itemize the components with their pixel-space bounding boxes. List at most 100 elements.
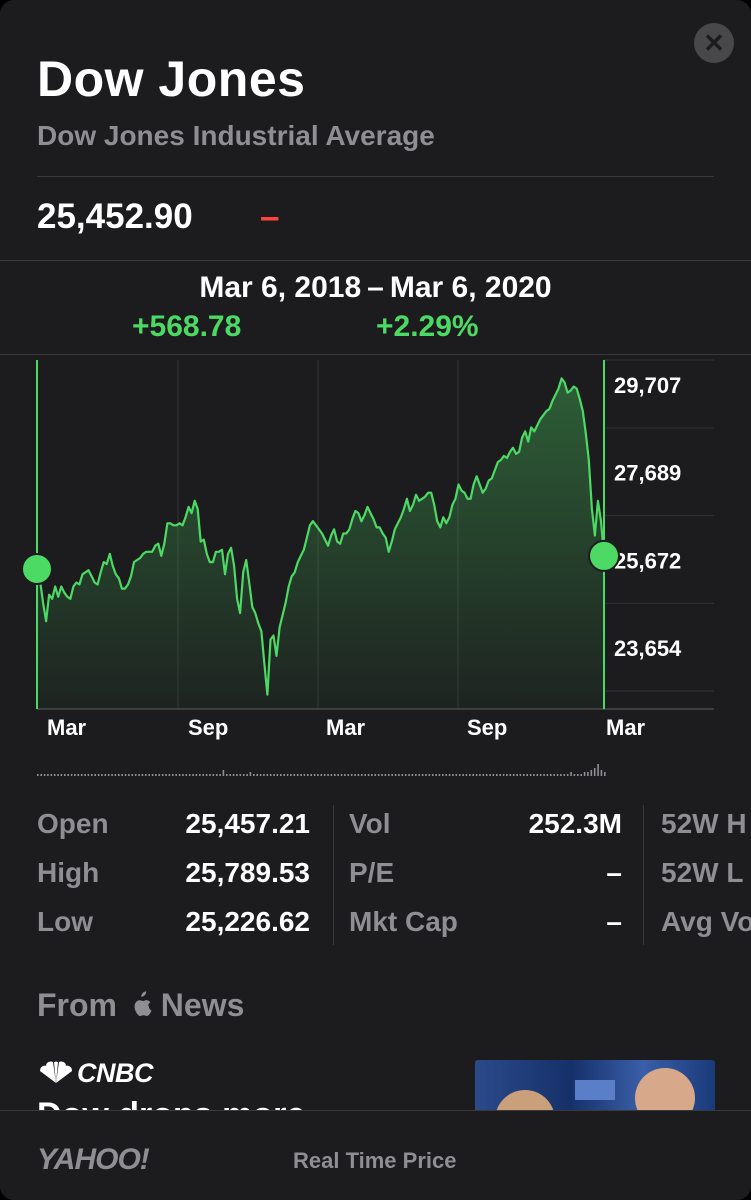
points-change: +568.78	[132, 310, 242, 343]
range-end: Mar 6, 2020	[389, 271, 552, 304]
price-type-label: Real Time Price	[293, 1148, 457, 1173]
stat-value-vol: 252.3M	[528, 808, 622, 839]
volume-bar	[242, 774, 245, 776]
footer	[0, 1110, 751, 1200]
volume-bar	[232, 774, 235, 776]
volume-bar	[411, 774, 414, 776]
volume-bar	[425, 774, 427, 776]
volume-bar	[523, 774, 525, 776]
range-start-handle[interactable]	[21, 553, 53, 585]
price-area-fill	[37, 378, 604, 709]
volume-bar	[276, 774, 279, 776]
stat-label-high: High	[37, 857, 100, 888]
volume-bar	[84, 774, 86, 776]
volume-bar	[236, 774, 238, 776]
volume-bar	[550, 774, 552, 776]
stat-label-avg-vol: Avg Vo	[661, 906, 751, 937]
volume-bar	[489, 774, 491, 776]
volume-bar	[313, 774, 316, 776]
volume-bar	[185, 774, 188, 776]
volume-bar	[168, 774, 171, 776]
volume-bar	[57, 774, 59, 776]
volume-bar	[485, 774, 488, 776]
volume-bar	[104, 774, 107, 776]
volume-bar	[377, 774, 380, 776]
close-button[interactable]: ✕	[694, 23, 734, 63]
volume-bar	[50, 774, 53, 776]
volume-bar	[303, 774, 306, 776]
volume-bar	[526, 774, 528, 776]
range-start: Mar 6, 2018	[199, 271, 362, 304]
volume-bar	[134, 774, 137, 776]
stat-value-pe: –	[606, 857, 622, 888]
volume-bar	[344, 774, 346, 776]
volume-bar	[74, 774, 76, 776]
news-heading-prefix: From	[37, 987, 117, 1023]
volume-bar	[458, 774, 461, 776]
y-tick-label: 23,654	[614, 636, 682, 661]
volume-bar	[202, 774, 204, 776]
volume-bar	[239, 774, 242, 776]
volume-bar	[479, 774, 481, 776]
volume-bar	[330, 774, 333, 776]
volume-bar	[317, 774, 319, 776]
volume-bar	[418, 774, 420, 776]
volume-bar	[141, 774, 144, 776]
volume-bar	[114, 774, 117, 776]
volume-bar	[570, 772, 572, 776]
volume-bar	[475, 774, 478, 776]
volume-bar	[199, 774, 201, 776]
volume-bar	[600, 770, 603, 776]
apple-icon	[134, 991, 152, 1017]
volume-bar	[583, 772, 586, 776]
volume-bar	[229, 774, 231, 776]
volume-bar	[70, 774, 73, 776]
price-chart[interactable]: 29,707 27,689 25,672 23,654 Mar Sep Mar Sep Mar	[0, 355, 751, 785]
volume-bar	[209, 774, 211, 776]
volume-bar	[448, 774, 451, 776]
volume-bar	[509, 774, 512, 776]
volume-bar	[536, 774, 539, 776]
chart-area-layer	[35, 377, 606, 709]
price-line	[35, 377, 606, 696]
volume-bar	[421, 774, 424, 776]
volume-bar	[249, 772, 252, 776]
close-icon: ✕	[703, 28, 725, 58]
volume-bar	[121, 774, 123, 776]
volume-bar	[563, 774, 566, 776]
stat-label-52w-low: 52W L	[661, 857, 744, 888]
y-tick-label: 25,672	[614, 548, 681, 573]
data-provider-logo[interactable]: YAHOO!	[37, 1143, 150, 1176]
volume-bar	[259, 774, 262, 776]
volume-bar	[172, 774, 174, 776]
volume-bar	[415, 774, 417, 776]
volume-bar	[327, 774, 329, 776]
volume-bar	[77, 774, 80, 776]
stats-divider	[333, 805, 334, 945]
y-tick-label: 27,689	[614, 461, 681, 486]
volume-bar	[435, 774, 437, 776]
volume-bar	[590, 770, 593, 776]
volume-bar	[604, 772, 606, 776]
page-subtitle: Dow Jones Industrial Average	[37, 120, 435, 151]
volume-bar	[118, 774, 120, 776]
volume-bar	[158, 774, 161, 776]
range-markers[interactable]	[21, 360, 620, 709]
volume-bar	[347, 774, 350, 776]
range-end-handle[interactable]	[588, 539, 620, 572]
y-axis: 29,707 27,689 25,672 23,654	[604, 373, 714, 692]
volume-bar	[354, 774, 356, 776]
volume-bar	[40, 774, 42, 776]
volume-bar	[496, 774, 498, 776]
volume-bar	[482, 774, 485, 776]
x-axis: Mar Sep Mar Sep Mar	[47, 715, 646, 740]
stat-value-low: 25,226.62	[185, 906, 310, 937]
volume-bar	[286, 774, 289, 776]
volume-bar	[374, 774, 377, 776]
volume-bar	[442, 774, 444, 776]
volume-bar	[226, 774, 228, 776]
volume-bar	[408, 774, 410, 776]
volume-bar	[266, 774, 269, 776]
volume-bar	[215, 774, 218, 776]
x-tick-label: Mar	[47, 715, 87, 740]
